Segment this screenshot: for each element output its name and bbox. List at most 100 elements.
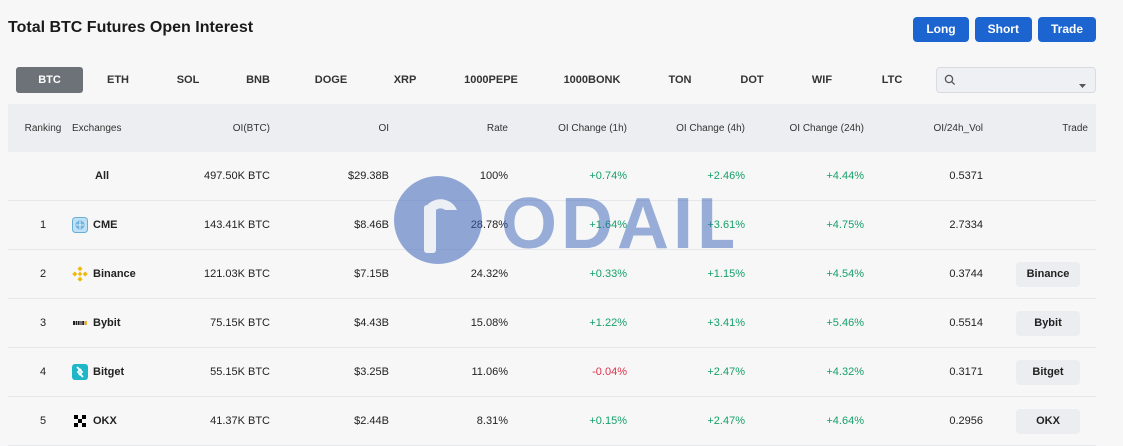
table-row: 2 Binance 121.03K BTC $7.15B 24.32% +0.3… [8, 250, 1096, 299]
oi-btc-cell: 55.15K BTC [210, 366, 270, 378]
cme-logo-icon [72, 217, 88, 233]
tab-dot[interactable]: DOT [740, 74, 764, 86]
exchange-cell: OKX [72, 397, 222, 445]
long-button[interactable]: Long [913, 17, 969, 42]
table-row-all: All 497.50K BTC $29.38B 100% +0.74% +2.4… [8, 152, 1096, 201]
exchange-name: Binance [93, 268, 136, 280]
trade-bybit-button[interactable]: Bybit [1016, 310, 1080, 336]
header-oi-change-24h: OI Change (24h) [789, 122, 865, 134]
change-1h-cell: +1.64% [589, 219, 627, 231]
change-1h-cell: +1.22% [589, 317, 627, 329]
trade-binance-button[interactable]: Binance [1016, 261, 1080, 287]
rate-cell: 28.78% [470, 219, 508, 231]
change-1h-cell: +0.74% [589, 170, 627, 182]
table-row: 3 Bybit 75.15K BTC $4.43B 15.08% +1.22% … [8, 299, 1096, 348]
exchange-cell: Binance [72, 250, 222, 298]
change-24h-cell: +4.75% [826, 219, 864, 231]
trade-cell: Bitget [1008, 348, 1088, 396]
rank-cell: 5 [39, 415, 47, 427]
binance-logo-icon [72, 266, 88, 282]
rate-cell: 100% [479, 170, 508, 182]
header-oi-vol: OI/24h_Vol [933, 122, 983, 134]
oi-cell: $2.44B [354, 415, 389, 427]
rank-cell: 1 [39, 219, 47, 231]
exchange-name: OKX [93, 415, 117, 427]
okx-logo-icon [72, 413, 88, 429]
table-row: 4 Bitget 55.15K BTC $3.25B 11.06% -0.04%… [8, 348, 1096, 397]
trade-cell: OKX [1008, 397, 1088, 445]
chevron-down-icon [1079, 76, 1086, 94]
oi-cell: $7.15B [354, 268, 389, 280]
oi-cell: $29.38B [348, 170, 389, 182]
rate-cell: 15.08% [470, 317, 508, 329]
header-oi-change-4h: OI Change (4h) [676, 122, 745, 134]
exchange-name: CME [93, 219, 118, 231]
tab-1000bonk[interactable]: 1000BONK [563, 74, 621, 86]
header-oi: OI [378, 122, 389, 134]
rank-cell: 3 [39, 317, 47, 329]
oi-cell: $3.25B [354, 366, 389, 378]
tab-xrp[interactable]: XRP [393, 74, 417, 86]
change-1h-cell: -0.04% [592, 366, 627, 378]
change-4h-cell: +2.47% [707, 366, 745, 378]
bitget-logo-icon [72, 364, 88, 380]
header-oi-change-1h: OI Change (1h) [558, 122, 627, 134]
table-row: 1 CME 143.41K BTC $8.46B 28.78% +1.64% +… [8, 201, 1096, 250]
header-trade: Trade [1062, 122, 1088, 134]
header-oi-btc: OI(BTC) [232, 122, 270, 134]
change-24h-cell: +4.44% [826, 170, 864, 182]
vol-ratio-cell: 0.5371 [949, 170, 983, 182]
tab-eth[interactable]: ETH [107, 74, 129, 86]
open-interest-table: Ranking Exchanges OI(BTC) OI Rate OI Cha… [8, 104, 1096, 446]
oi-btc-cell: 75.15K BTC [210, 317, 270, 329]
exchange-cell: All [72, 152, 222, 200]
coin-tabs: BTC ETH SOL BNB DOGE XRP 1000PEPE 1000BO… [16, 67, 927, 93]
oi-btc-cell: 143.41K BTC [203, 219, 270, 231]
short-button[interactable]: Short [974, 17, 1032, 42]
change-4h-cell: +1.15% [707, 268, 745, 280]
rate-cell: 8.31% [476, 415, 508, 427]
change-24h-cell: +4.32% [826, 366, 864, 378]
tab-sol[interactable]: SOL [176, 74, 200, 86]
exchange-cell: Bitget [72, 348, 222, 396]
rank-cell: 4 [39, 366, 47, 378]
exchange-cell: Bybit [72, 299, 222, 347]
vol-ratio-cell: 0.3171 [949, 366, 983, 378]
table-header-row: Ranking Exchanges OI(BTC) OI Rate OI Cha… [8, 104, 1096, 152]
page-title: Total BTC Futures Open Interest [8, 19, 254, 36]
change-4h-cell: +2.47% [707, 415, 745, 427]
change-1h-cell: +0.15% [589, 415, 627, 427]
tab-ton[interactable]: TON [668, 74, 692, 86]
change-1h-cell: +0.33% [589, 268, 627, 280]
trade-okx-button[interactable]: OKX [1016, 408, 1080, 434]
oi-btc-cell: 497.50K BTC [203, 170, 270, 182]
tab-wif[interactable]: WIF [811, 74, 833, 86]
rank-cell: 2 [39, 268, 47, 280]
tab-ltc[interactable]: LTC [881, 74, 903, 86]
trade-button[interactable]: Trade [1037, 17, 1096, 42]
vol-ratio-cell: 2.7334 [949, 219, 983, 231]
change-24h-cell: +4.64% [826, 415, 864, 427]
exchange-cell: CME [72, 201, 222, 249]
exchange-name: Bitget [93, 366, 125, 378]
bybit-logo-icon [72, 315, 88, 331]
vol-ratio-cell: 0.5514 [949, 317, 983, 329]
vol-ratio-cell: 0.3744 [949, 268, 983, 280]
exchange-name: Bybit [93, 317, 121, 329]
header-rate: Rate [486, 122, 508, 134]
tab-btc[interactable]: BTC [16, 67, 83, 93]
oi-cell: $4.43B [354, 317, 389, 329]
coin-search-select[interactable] [936, 67, 1096, 93]
change-4h-cell: +3.41% [707, 317, 745, 329]
change-4h-cell: +3.61% [707, 219, 745, 231]
tab-bnb[interactable]: BNB [246, 74, 270, 86]
tab-1000pepe[interactable]: 1000PEPE [464, 74, 518, 86]
header-exchanges: Exchanges [72, 122, 122, 134]
action-buttons: Long Short Trade [913, 17, 1096, 42]
tab-doge[interactable]: DOGE [314, 74, 348, 86]
trade-bitget-button[interactable]: Bitget [1016, 359, 1080, 385]
rate-cell: 24.32% [470, 268, 508, 280]
vol-ratio-cell: 0.2956 [949, 415, 983, 427]
table-row: 5 OKX 41.37K BTC $2.44B 8.31% +0.15% +2.… [8, 397, 1096, 446]
oi-btc-cell: 41.37K BTC [210, 415, 270, 427]
